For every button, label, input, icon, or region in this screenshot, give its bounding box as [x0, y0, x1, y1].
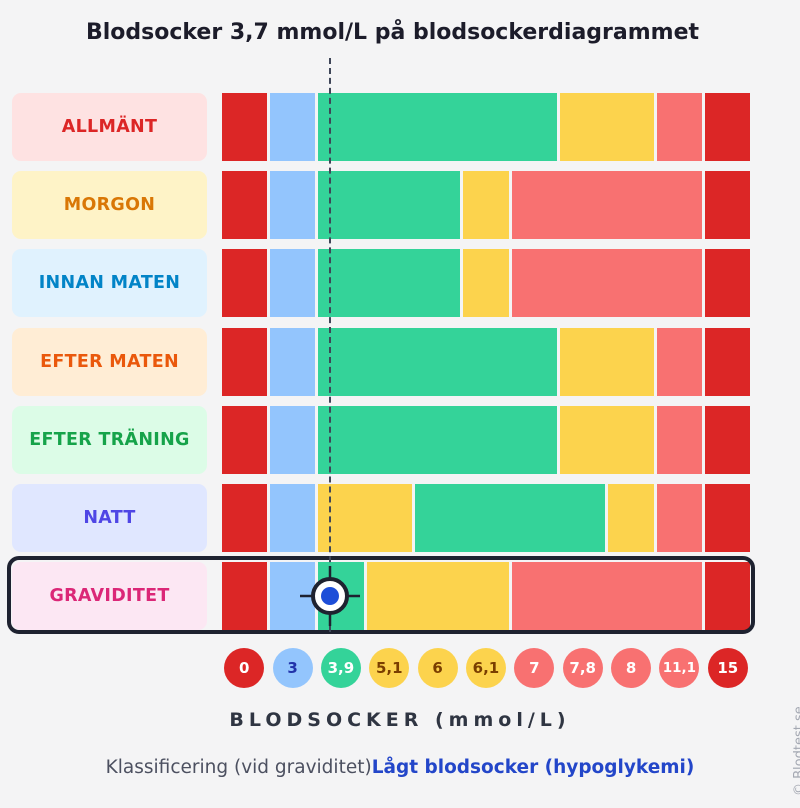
classification-result: Lågt blodsocker (hypoglykemi) [371, 757, 695, 778]
range-segment [318, 93, 558, 161]
row-label: ALLMÄNT [12, 93, 207, 161]
range-segment [608, 484, 654, 552]
range-segment [318, 484, 412, 552]
range-segment [318, 327, 558, 396]
range-segment [656, 405, 703, 474]
range-segment [560, 327, 654, 396]
scale-tick: 7,8 [562, 648, 603, 688]
chart-title: Blodsocker 3,7 mmol/L på blodsockerdiagr… [85, 20, 700, 45]
range-segment [221, 171, 267, 240]
range-segment [269, 327, 316, 396]
range-segment [318, 405, 558, 474]
range-segment [366, 562, 509, 631]
range-segment [656, 484, 703, 552]
row-label: INNAN MATEN [12, 249, 207, 318]
axis-label: BLODSOCKER (mmol/L) [229, 709, 571, 731]
scale-tick: 0 [224, 648, 265, 688]
range-segment [269, 405, 316, 474]
range-segment [221, 484, 267, 552]
value-marker-icon [300, 566, 361, 627]
row-label: EFTER MATEN [12, 327, 207, 396]
scale-tick: 15 [707, 648, 748, 688]
scale-tick: 8 [611, 648, 652, 688]
range-segment [221, 327, 267, 396]
watermark: © Blodtest.se [792, 706, 800, 796]
range-segment [511, 171, 703, 240]
range-segment [221, 249, 267, 318]
range-segment [269, 93, 316, 161]
range-segment [269, 171, 316, 240]
range-segment [705, 405, 751, 474]
range-segment [463, 249, 509, 318]
scale-tick: 3,9 [320, 648, 361, 688]
range-segment [705, 562, 751, 631]
classification-line: Klassificering (vid graviditet)Lågt blod… [0, 757, 800, 778]
range-segment [511, 249, 703, 318]
range-segment [414, 484, 606, 552]
range-segment [705, 171, 751, 240]
row-label: MORGON [12, 171, 207, 240]
range-segment [318, 249, 461, 318]
row-label: GRAVIDITET [12, 562, 207, 631]
classification-prefix: Klassificering (vid graviditet) [105, 757, 372, 778]
scale-tick: 3 [272, 648, 313, 688]
range-segment [705, 327, 751, 396]
highlighted-row-frame [7, 556, 755, 634]
scale-tick: 6,1 [465, 648, 506, 688]
scale-tick: 6 [417, 648, 458, 688]
scale-tick: 5,1 [369, 648, 410, 688]
range-segment [511, 562, 703, 631]
scale-tick: 7 [514, 648, 555, 688]
range-segment [269, 249, 316, 318]
range-segment [705, 249, 751, 318]
range-segment [560, 93, 654, 161]
range-segment [221, 562, 267, 631]
range-segment [560, 405, 654, 474]
range-segment [656, 93, 703, 161]
row-label: NATT [12, 484, 207, 552]
range-segment [269, 484, 316, 552]
value-indicator-line [329, 58, 332, 632]
range-segment [463, 171, 509, 240]
range-segment [705, 484, 751, 552]
range-segment [221, 405, 267, 474]
range-segment [705, 93, 751, 161]
range-segment [656, 327, 703, 396]
scale-tick: 11,1 [659, 648, 700, 688]
range-segment [221, 93, 267, 161]
row-label: EFTER TRÄNING [12, 405, 207, 474]
range-segment [318, 171, 461, 240]
